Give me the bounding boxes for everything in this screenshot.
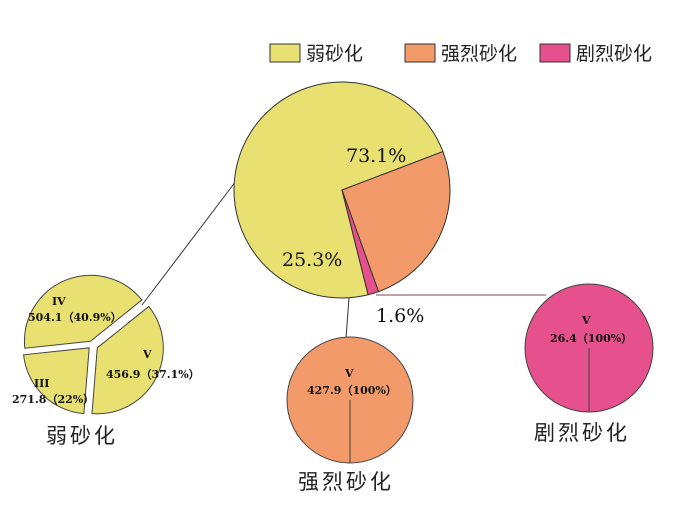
- main-slice-weak: [233, 81, 444, 299]
- weak-label-iv-class: IV: [52, 295, 66, 308]
- legend-label-weak: 弱砂化: [306, 43, 363, 65]
- connector-strong: [345, 297, 350, 339]
- weak-label-iii-class: III: [34, 377, 49, 390]
- legend-swatch-weak: [269, 43, 301, 63]
- weak-label-v-value: 456.9（37.1%）: [106, 368, 200, 381]
- weak-label-v-class: V: [142, 348, 152, 361]
- strong-pie: [286, 336, 414, 464]
- legend-label-severe: 剧烈砂化: [576, 43, 652, 65]
- weak-slice-v: [91, 305, 164, 415]
- weak-label-iii-value: 271.8（22%）: [12, 393, 94, 406]
- legend-swatch-strong: [404, 43, 436, 63]
- weak-pie: [23, 274, 164, 415]
- main-label-strong: 25.3%: [282, 249, 342, 271]
- weak-slice-iii: [23, 347, 90, 415]
- weak-label-iv-value: 504.1（40.9%）: [28, 311, 122, 324]
- main-pie: [233, 81, 451, 299]
- main-slice-severe: [341, 189, 380, 296]
- legend-swatch-severe: [539, 43, 571, 63]
- connector-weak: [141, 180, 237, 306]
- strong-label-class: V: [344, 367, 354, 380]
- weak-pie-title: 弱砂化: [46, 424, 118, 448]
- severe-label-class: V: [581, 314, 591, 327]
- main-label-severe: 1.6%: [376, 305, 424, 327]
- legend: 弱砂化 强烈砂化 剧烈砂化: [269, 43, 652, 65]
- severe-pie-title: 剧烈砂化: [534, 421, 630, 445]
- weak-slice-iv: [23, 274, 143, 349]
- strong-pie-title: 强烈砂化: [298, 470, 394, 494]
- main-label-weak: 73.1%: [346, 145, 406, 167]
- legend-label-strong: 强烈砂化: [441, 43, 517, 65]
- strong-label-value: 427.9（100%）: [307, 384, 397, 397]
- severe-label-value: 26.4（100%）: [550, 332, 632, 345]
- severe-pie: [524, 283, 654, 413]
- main-slice-strong: [341, 150, 451, 293]
